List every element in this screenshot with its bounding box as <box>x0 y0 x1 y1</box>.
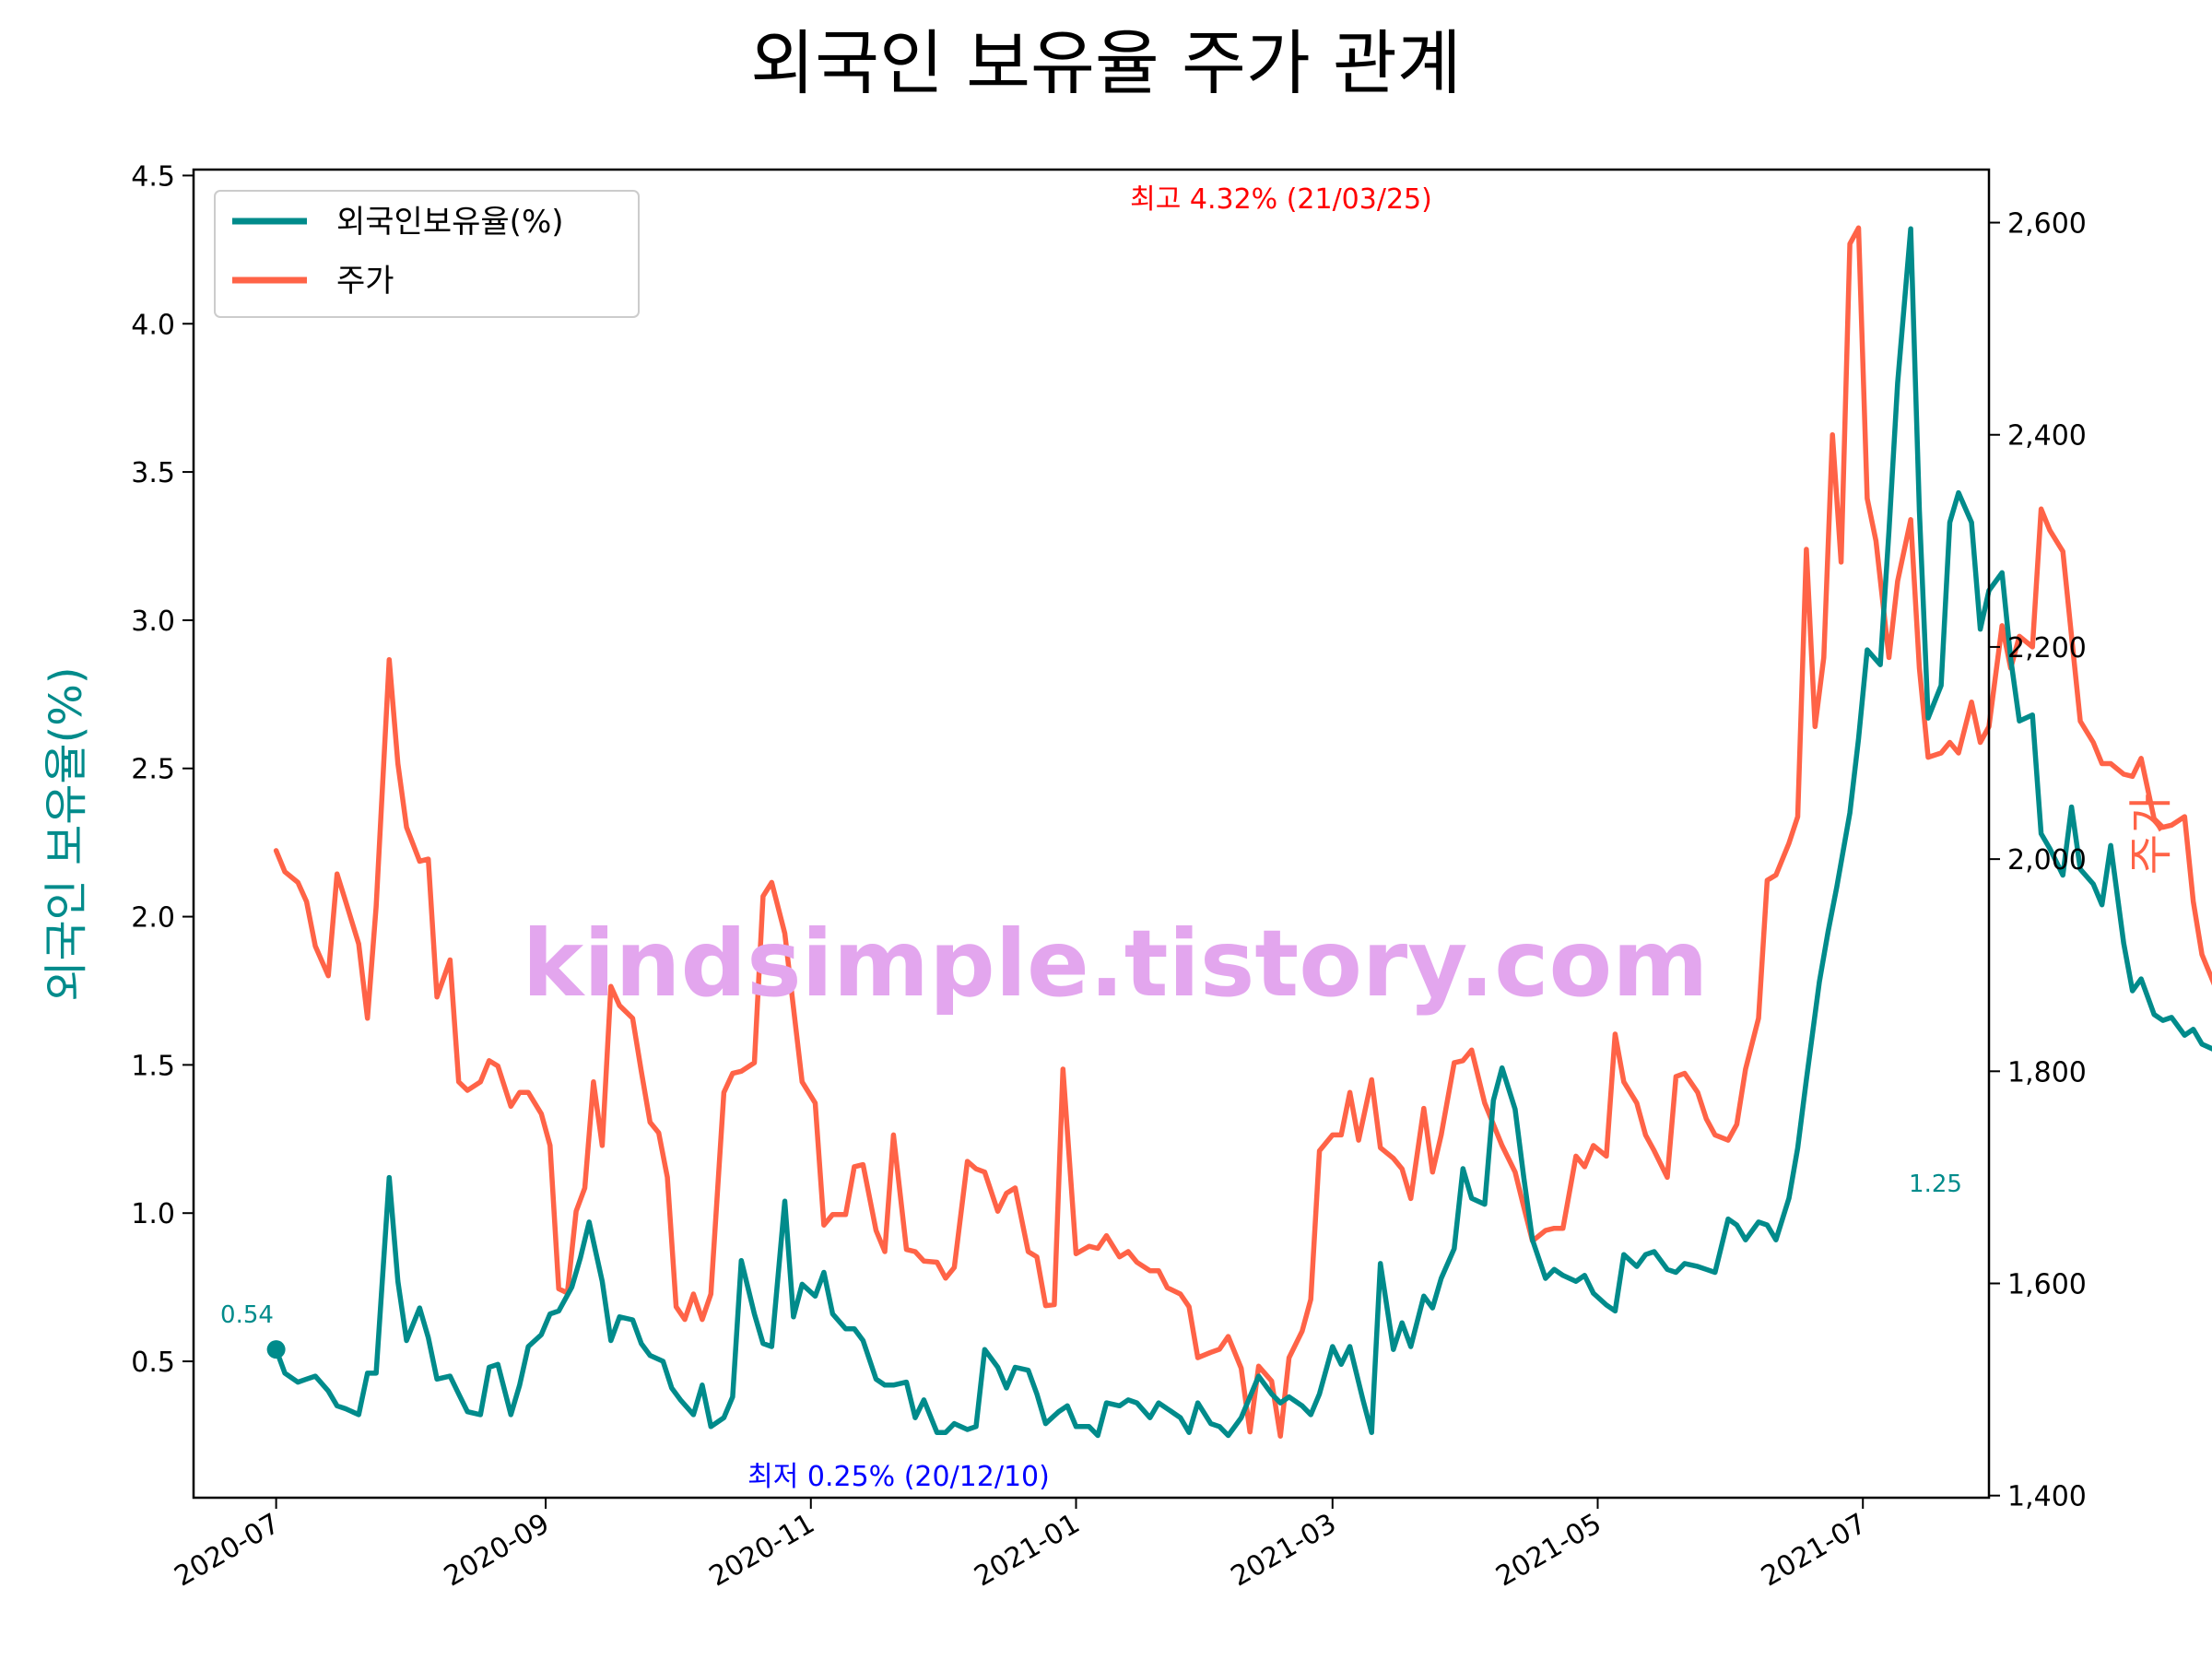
x-tick-label: 2020-07 <box>170 1508 286 1594</box>
y-right-tick-label: 2,200 <box>2007 632 2087 665</box>
start-point-marker <box>266 1340 286 1359</box>
right-axis-label: 주가 <box>2125 794 2177 875</box>
legend: 외국인보유율(%) 주가 <box>214 190 640 318</box>
y-right-tick-label: 1,600 <box>2007 1269 2087 1301</box>
end-value-label: 1.25 <box>1909 1171 1962 1198</box>
left-axis-label: 외국인 보유율(%) <box>41 666 92 1001</box>
y-left-tick-label: 4.0 <box>131 309 175 341</box>
watermark: kindsimple.tistory.com <box>523 910 1709 1018</box>
y-right-tick-label: 2,000 <box>2007 844 2087 877</box>
y-left-tick-label: 2.5 <box>131 754 175 786</box>
x-tick-label: 2021-05 <box>1490 1508 1606 1594</box>
chart-title: 외국인 보유율 주가 관계 <box>750 22 1462 104</box>
y-left-tick-label: 4.5 <box>131 160 175 193</box>
y-left-tick-label: 1.5 <box>131 1050 175 1082</box>
y-left-tick-label: 3.5 <box>131 457 175 489</box>
max-annotation: 최고 4.32% (21/03/25) <box>1130 183 1432 216</box>
x-tick-label: 2021-07 <box>1756 1508 1872 1594</box>
x-tick-label: 2021-03 <box>1226 1508 1342 1594</box>
min-annotation: 최저 0.25% (20/12/10) <box>747 1461 1050 1493</box>
legend-label-holding: 외국인보유율(%) <box>336 204 564 241</box>
series-line-price <box>273 225 2212 1439</box>
legend-box <box>214 190 640 318</box>
y-left-tick-label: 3.0 <box>131 606 175 638</box>
y-left-tick-label: 0.5 <box>131 1347 175 1379</box>
x-tick-label: 2020-09 <box>439 1508 555 1594</box>
start-value-label: 0.54 <box>220 1301 274 1329</box>
y-left-tick-label: 2.0 <box>131 902 175 935</box>
y-right-tick-label: 2,600 <box>2007 208 2087 241</box>
legend-label-price: 주가 <box>336 263 394 300</box>
y-right-tick-label: 1,400 <box>2007 1481 2087 1513</box>
x-tick-label: 2020-11 <box>704 1508 820 1594</box>
x-tick-label: 2021-01 <box>969 1508 1085 1594</box>
y-left-tick-label: 1.0 <box>131 1198 175 1230</box>
series-line-holding <box>273 226 2212 1439</box>
y-right-tick-label: 1,800 <box>2007 1056 2087 1088</box>
plot-frame <box>192 168 1991 1500</box>
y-right-tick-label: 2,400 <box>2007 420 2087 453</box>
